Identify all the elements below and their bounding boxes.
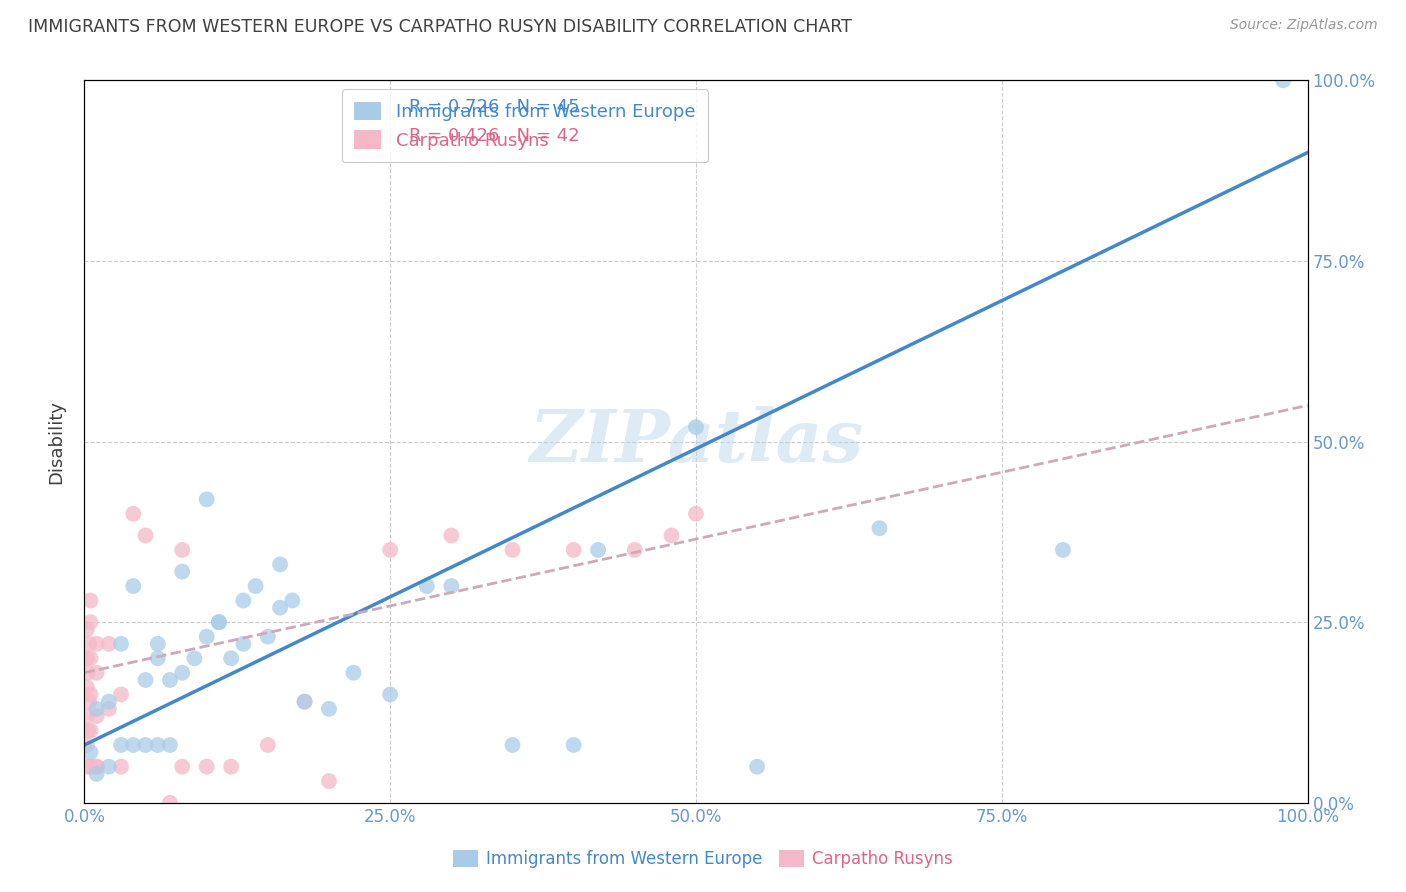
Point <box>342 665 364 680</box>
Point <box>269 558 291 572</box>
Point <box>86 709 108 723</box>
Point <box>77 723 100 738</box>
Text: R = 0.726   N = 45: R = 0.726 N = 45 <box>409 98 579 116</box>
Point <box>257 630 280 644</box>
Point <box>502 738 524 752</box>
Point <box>172 760 194 774</box>
Point <box>416 579 439 593</box>
Point <box>318 702 340 716</box>
Point <box>281 593 304 607</box>
Point <box>86 702 108 716</box>
Point <box>440 528 463 542</box>
Point <box>219 651 242 665</box>
Point <box>79 760 101 774</box>
Point <box>294 695 316 709</box>
Y-axis label: Disability: Disability <box>48 400 66 483</box>
Point <box>232 593 254 607</box>
Point <box>269 600 291 615</box>
Point <box>685 507 707 521</box>
Point <box>747 760 769 774</box>
Point <box>110 760 132 774</box>
Point <box>110 687 132 701</box>
Point <box>76 738 98 752</box>
Point <box>172 665 194 680</box>
Point <box>79 745 101 759</box>
Point <box>183 651 205 665</box>
Point <box>86 760 108 774</box>
Point <box>1272 73 1295 87</box>
Point <box>685 420 707 434</box>
Point <box>562 738 585 752</box>
Point <box>245 579 267 593</box>
Point <box>257 738 280 752</box>
Point <box>76 651 98 665</box>
Point <box>86 767 108 781</box>
Point <box>77 637 100 651</box>
Text: ZIPatlas: ZIPatlas <box>529 406 863 477</box>
Point <box>79 651 101 665</box>
Point <box>586 542 609 557</box>
Point <box>122 507 145 521</box>
Point <box>219 760 242 774</box>
Point <box>172 542 194 557</box>
Point <box>86 760 108 774</box>
Point <box>122 738 145 752</box>
Point <box>76 623 98 637</box>
Text: R = 0.426   N = 42: R = 0.426 N = 42 <box>409 128 579 145</box>
Point <box>380 687 402 701</box>
Point <box>869 521 891 535</box>
Point <box>146 637 169 651</box>
Point <box>79 687 101 701</box>
Point <box>661 528 683 542</box>
Point <box>1052 542 1074 557</box>
Legend: Immigrants from Western Europe, Carpatho Rusyns: Immigrants from Western Europe, Carpatho… <box>446 843 960 875</box>
Point <box>195 630 218 644</box>
Point <box>97 695 120 709</box>
Point <box>110 738 132 752</box>
Text: Source: ZipAtlas.com: Source: ZipAtlas.com <box>1230 18 1378 32</box>
Point <box>76 680 98 694</box>
Point <box>159 673 181 687</box>
Point <box>172 565 194 579</box>
Point <box>502 542 524 557</box>
Point <box>86 665 108 680</box>
Point <box>122 579 145 593</box>
Point <box>135 673 157 687</box>
Point <box>97 760 120 774</box>
Point <box>135 528 157 542</box>
Point <box>110 637 132 651</box>
Point <box>294 695 316 709</box>
Point <box>146 738 169 752</box>
Point <box>380 542 402 557</box>
Point <box>79 615 101 630</box>
Point <box>76 709 98 723</box>
Point <box>135 738 157 752</box>
Point <box>77 665 100 680</box>
Point <box>79 593 101 607</box>
Point <box>208 615 231 630</box>
Point <box>97 702 120 716</box>
Point <box>79 723 101 738</box>
Point <box>440 579 463 593</box>
Point <box>86 637 108 651</box>
Text: IMMIGRANTS FROM WESTERN EUROPE VS CARPATHO RUSYN DISABILITY CORRELATION CHART: IMMIGRANTS FROM WESTERN EUROPE VS CARPAT… <box>28 18 852 36</box>
Point <box>195 492 218 507</box>
Point <box>159 796 181 810</box>
Point <box>76 760 98 774</box>
Point <box>97 637 120 651</box>
Point <box>195 760 218 774</box>
Point <box>624 542 647 557</box>
Point <box>562 542 585 557</box>
Legend: Immigrants from Western Europe, Carpatho Rusyns: Immigrants from Western Europe, Carpatho… <box>342 89 707 162</box>
Point <box>318 774 340 789</box>
Point <box>159 738 181 752</box>
Point <box>232 637 254 651</box>
Point <box>208 615 231 630</box>
Point <box>77 695 100 709</box>
Point <box>146 651 169 665</box>
